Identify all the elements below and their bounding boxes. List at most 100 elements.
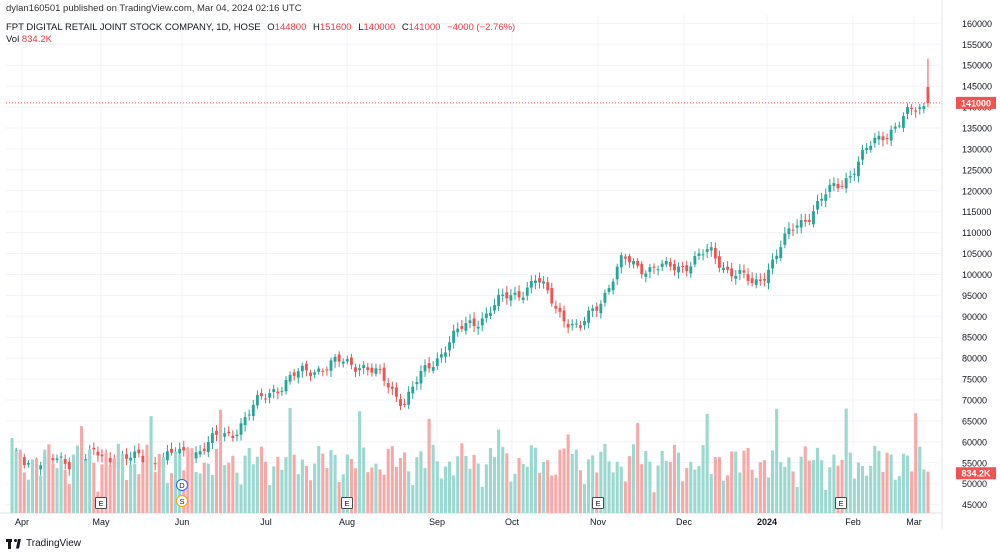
volume-bar [30,459,35,513]
high-value: 151600 [319,22,352,33]
candle-body [673,264,676,271]
y-tick-label: 125000 [962,165,992,175]
candle-body [807,220,811,222]
tradingview-footer[interactable]: TradingView [6,538,81,549]
volume-bar [881,471,885,513]
volume-bar [112,458,116,513]
close-label: C [401,22,409,33]
candle-body [758,279,762,281]
candle-body [619,255,623,268]
candle-body [247,414,251,416]
volume-bar [652,492,656,513]
candle-body [550,288,554,304]
volume-bar [145,444,149,513]
earnings-marker-icon [592,497,604,509]
volume-bar [730,451,734,513]
candle-body [799,220,803,228]
candle-body [468,320,472,324]
candle-body [480,318,484,326]
candle-body [497,294,501,306]
volume-bar [918,446,922,513]
earnings-marker-icon [835,497,847,509]
candle-body [709,247,713,251]
candle-body [182,447,186,451]
candle-body [448,342,451,351]
volume-bar [844,408,848,513]
tradingview-logo-icon [6,538,22,549]
x-tick-label: Oct [505,517,520,527]
candle-body [668,261,672,267]
y-tick-label: 150000 [962,61,992,71]
candle-body [595,306,599,311]
candle-body [824,194,828,201]
volume-bar [885,452,889,513]
volume-bar [484,464,488,513]
candle-body [460,326,464,329]
candle-body [542,281,546,284]
candle-body [129,457,133,461]
candle-body [914,110,918,112]
event-marker-label: E [344,499,349,508]
volume-bar [685,467,689,513]
volume-bar [865,475,869,513]
candle-body [570,323,574,326]
candle-body [652,266,656,268]
volume-bar [456,456,460,513]
volume-bar [353,468,358,513]
candle-body [906,107,909,114]
last-volume-label: 834.2K [961,469,991,479]
candle-body [717,256,721,268]
candle-body [194,452,198,459]
volume-bar [304,465,308,513]
close-value: 141000 [408,22,441,33]
volume-bar [721,480,726,513]
candle-body [349,357,353,365]
candle-body [599,303,603,314]
volume-bar [574,449,578,513]
candle-body [546,282,550,291]
x-tick-label: Aug [339,517,355,527]
event-marker-label: S [179,497,184,506]
volume-bar [783,466,787,513]
candle-body [403,403,407,405]
candle-body [762,278,766,281]
dividend-marker-icon [176,479,188,491]
volume-bar [856,462,860,513]
candle-body [591,308,595,311]
volume-bar [288,408,292,513]
volume-bar [116,443,120,513]
volume-bar [492,456,497,513]
candle-body [820,198,824,201]
y-tick-label: 160000 [962,19,992,29]
volume-bar [460,443,464,513]
volume-bar [419,451,423,513]
candle-body [677,266,680,273]
volume-bar [349,458,353,513]
candle-body [529,280,533,288]
y-tick-label: 155000 [962,40,992,50]
candle-body [452,330,456,343]
volume-bar [407,471,411,513]
candle-body [411,386,415,394]
volume-bar [824,489,828,513]
volume-bar [533,447,537,513]
volume-bar [832,454,836,513]
candle-body [268,393,272,398]
volume-bar [214,448,219,513]
volume-bar [689,461,693,513]
volume-bar [378,469,382,513]
volume-bar [762,460,766,513]
candle-body [321,370,325,372]
x-tick-label: Dec [676,517,693,527]
candle-body [701,254,705,256]
volume-bar [742,450,746,513]
volume-bar [697,466,701,513]
volume-bar [300,459,304,513]
x-tick-label: Nov [590,517,607,527]
volume-bar [235,472,239,513]
candle-body [239,423,243,435]
change-value: −4000 (−2.76%) [447,22,516,33]
y-tick-label: 120000 [962,186,992,196]
candle-body [848,176,852,178]
